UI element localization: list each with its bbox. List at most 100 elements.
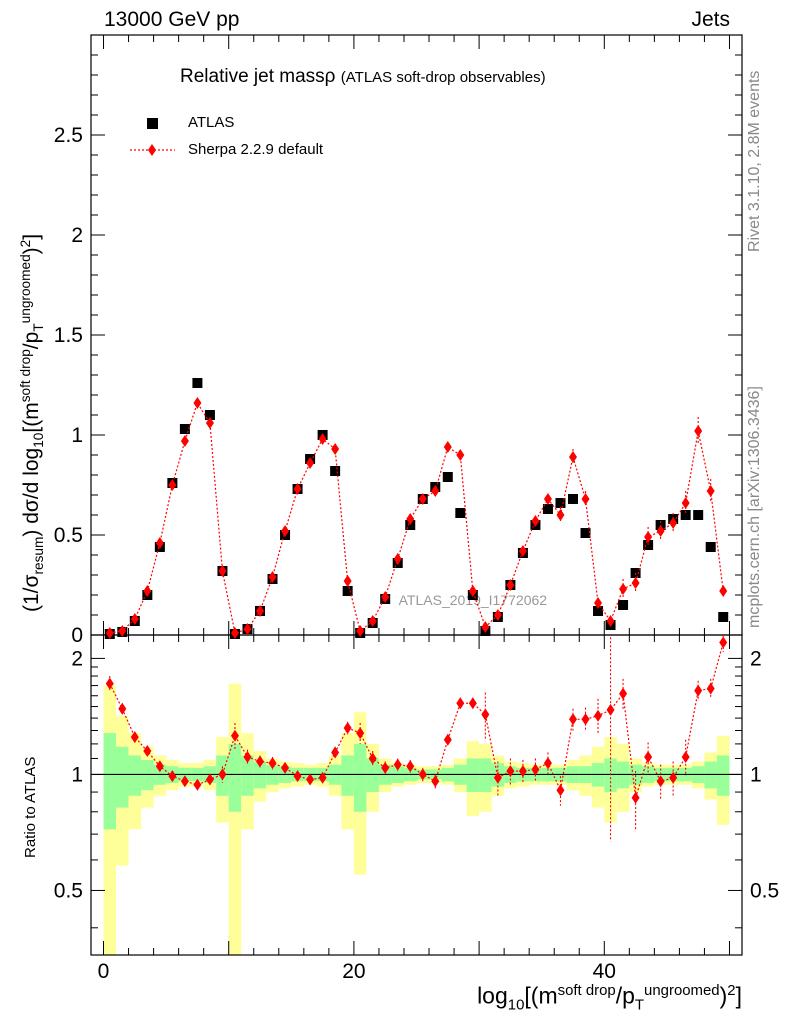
- sherpa-point: [368, 615, 377, 627]
- legend-mc-label: Sherpa 2.2.9 default: [188, 141, 324, 158]
- y-tick-label: 0: [71, 624, 83, 647]
- ratio-band-inner: [128, 755, 142, 796]
- ratio-sherpa-point: [230, 729, 239, 742]
- ratio-sherpa-point: [168, 770, 177, 783]
- ratio-band-inner: [116, 746, 129, 808]
- ratio-band-inner: [366, 758, 379, 793]
- sherpa-point: [143, 585, 152, 597]
- sherpa-point: [556, 509, 565, 521]
- sherpa-point: [681, 497, 690, 509]
- sherpa-point: [506, 579, 515, 591]
- ratio-sherpa-point: [368, 752, 377, 765]
- ratio-frame: [90, 634, 743, 956]
- sherpa-point: [118, 625, 127, 637]
- ratio-sherpa-point: [506, 765, 515, 778]
- ratio-tick-label-right: 1: [750, 763, 762, 786]
- ratio-sherpa-point: [180, 775, 189, 788]
- sherpa-point: [656, 525, 665, 537]
- ratio-sherpa-point: [356, 727, 365, 740]
- atlas-data-point: [593, 606, 604, 616]
- sherpa-point: [406, 513, 415, 525]
- atlas-data-point: [455, 508, 466, 518]
- y-tick-label: 2.5: [54, 124, 83, 147]
- sherpa-point: [105, 627, 114, 639]
- sherpa-point: [318, 433, 327, 445]
- ratio-sherpa-point: [694, 684, 703, 697]
- ratio-sherpa-point: [669, 771, 678, 784]
- ratio-band-inner: [241, 755, 254, 796]
- ratio-sherpa-point: [418, 768, 427, 781]
- sherpa-point: [180, 435, 189, 447]
- sherpa-point: [281, 525, 290, 537]
- ratio-sherpa-point: [343, 721, 352, 734]
- sherpa-point: [205, 417, 214, 429]
- ratio-sherpa-point: [331, 746, 340, 759]
- sherpa-point: [468, 585, 477, 597]
- sherpa-point: [568, 451, 577, 463]
- legend-data-label: ATLAS: [188, 114, 235, 131]
- ratio-sherpa-point: [118, 702, 127, 715]
- sherpa-point: [581, 493, 590, 505]
- sherpa-point: [256, 605, 265, 617]
- atlas-data-point: [542, 504, 553, 514]
- ratio-sherpa-point: [719, 636, 728, 649]
- y-axis-title: (1/σresum) dσ/d log10[(msoft drop/pTungr…: [18, 233, 47, 612]
- ratio-sherpa-point: [656, 775, 665, 788]
- ratio-sherpa-point: [218, 768, 227, 781]
- sherpa-point: [543, 493, 552, 505]
- ratio-sherpa-point: [143, 745, 152, 758]
- sherpa-point: [193, 397, 202, 409]
- atlas-data-point: [718, 612, 729, 622]
- ratio-sherpa-point: [594, 709, 603, 722]
- ratio-sherpa-point: [431, 775, 440, 788]
- sherpa-point: [243, 623, 252, 635]
- ratio-sherpa-point: [281, 761, 290, 774]
- sherpa-point: [669, 517, 678, 529]
- ratio-sherpa-point: [381, 761, 390, 774]
- ratio-axis-title: Ratio to ATLAS: [22, 756, 39, 858]
- ratio-sherpa-point: [481, 708, 490, 721]
- ratio-sherpa-point: [243, 750, 252, 763]
- ratio-sherpa-point: [518, 765, 527, 778]
- ratio-sherpa-point: [531, 763, 540, 776]
- ratio-sherpa-point: [406, 760, 415, 773]
- plot-title-main: Relative jet massρ: [180, 66, 336, 87]
- ratio-sherpa-point: [393, 758, 402, 771]
- x-axis-title: log10[(msoft drop/pTungroomed)2]: [477, 982, 742, 1014]
- ratio-sherpa-point: [556, 784, 565, 797]
- ratio-band-inner: [604, 758, 617, 793]
- ratio-sherpa-point: [543, 757, 552, 770]
- energy-label: 13000 GeV pp: [104, 8, 240, 31]
- sherpa-point: [631, 577, 640, 589]
- x-tick-label: 0: [98, 960, 110, 983]
- x-tick-label: 40: [593, 960, 616, 983]
- ratio-tick-label: 2: [71, 647, 83, 670]
- ratio-sherpa-point: [256, 755, 265, 768]
- sherpa-point: [230, 627, 239, 639]
- sherpa-point: [343, 575, 352, 587]
- atlas-data-point: [192, 378, 203, 388]
- sherpa-point: [381, 591, 390, 603]
- ratio-band-inner: [716, 755, 730, 796]
- atlas-data-point: [680, 510, 691, 520]
- ratio-sherpa-point: [631, 791, 640, 804]
- ratio-sherpa-point: [581, 713, 590, 726]
- sherpa-point: [493, 609, 502, 621]
- sherpa-point: [418, 493, 427, 505]
- atlas-data-point: [204, 410, 215, 420]
- ratio-sherpa-point: [493, 771, 502, 784]
- sherpa-point: [644, 531, 653, 543]
- sherpa-point: [606, 615, 615, 627]
- ratio-sherpa-point: [306, 773, 315, 786]
- ratio-sherpa-point: [205, 773, 214, 786]
- sherpa-point: [706, 485, 715, 497]
- sherpa-point: [393, 553, 402, 565]
- sherpa-point: [594, 597, 603, 609]
- ratio-sherpa-point: [105, 677, 114, 690]
- ratio-sherpa-point: [456, 697, 465, 710]
- sherpa-point: [130, 613, 139, 625]
- ratio-sherpa-point: [619, 687, 628, 700]
- ratio-band-inner: [103, 733, 117, 830]
- ratio-sherpa-point: [568, 713, 577, 726]
- sherpa-point: [268, 571, 277, 583]
